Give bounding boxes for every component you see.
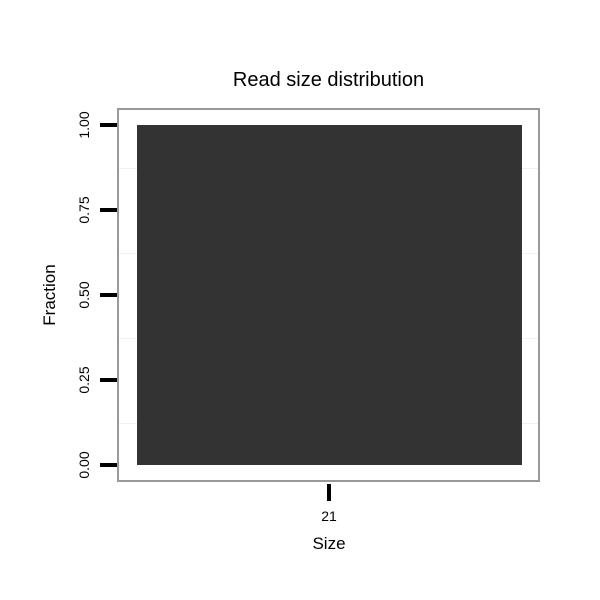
y-tick-label: 0.00: [76, 451, 92, 479]
y-tick-label: 0.75: [76, 196, 92, 224]
y-tick-label: 0.25: [76, 366, 92, 394]
plot-panel: [117, 108, 540, 482]
y-tick-mark: [100, 123, 117, 127]
y-tick-label: 0.50: [76, 281, 92, 309]
y-tick-mark: [100, 378, 117, 382]
bar-size-21: [137, 125, 522, 465]
chart-title: Read size distribution: [232, 69, 425, 91]
y-tick-mark: [100, 463, 117, 467]
x-tick-label: 21: [321, 508, 337, 524]
y-tick-mark: [100, 208, 117, 212]
x-axis-title: Size: [312, 534, 346, 553]
x-tick-mark: [327, 484, 331, 501]
y-tick-mark: [100, 293, 117, 297]
y-tick-label: 1.00: [76, 111, 92, 139]
y-axis-title: Fraction: [40, 264, 59, 326]
